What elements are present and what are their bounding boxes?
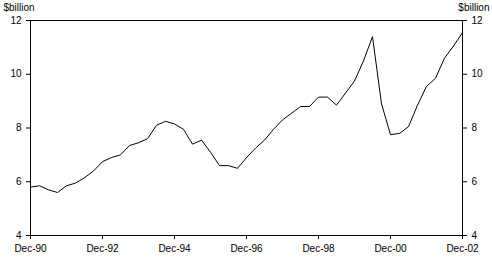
svg-text:10: 10: [10, 68, 22, 79]
svg-text:Dec-02: Dec-02: [446, 243, 479, 254]
svg-text:6: 6: [16, 176, 22, 187]
svg-text:12: 12: [10, 15, 22, 26]
svg-text:Dec-98: Dec-98: [302, 243, 335, 254]
svg-text:4: 4: [472, 230, 478, 241]
svg-text:8: 8: [472, 122, 478, 133]
svg-text:6: 6: [472, 176, 478, 187]
svg-text:Dec-94: Dec-94: [158, 243, 191, 254]
svg-text:Dec-00: Dec-00: [374, 243, 407, 254]
svg-text:12: 12: [472, 15, 484, 26]
svg-text:Dec-96: Dec-96: [230, 243, 263, 254]
svg-text:$billion: $billion: [458, 2, 489, 13]
svg-text:10: 10: [472, 68, 484, 79]
svg-text:4: 4: [16, 230, 22, 241]
svg-text:8: 8: [16, 122, 22, 133]
svg-text:$billion: $billion: [4, 2, 35, 13]
svg-text:Dec-90: Dec-90: [14, 243, 47, 254]
svg-text:Dec-92: Dec-92: [86, 243, 119, 254]
